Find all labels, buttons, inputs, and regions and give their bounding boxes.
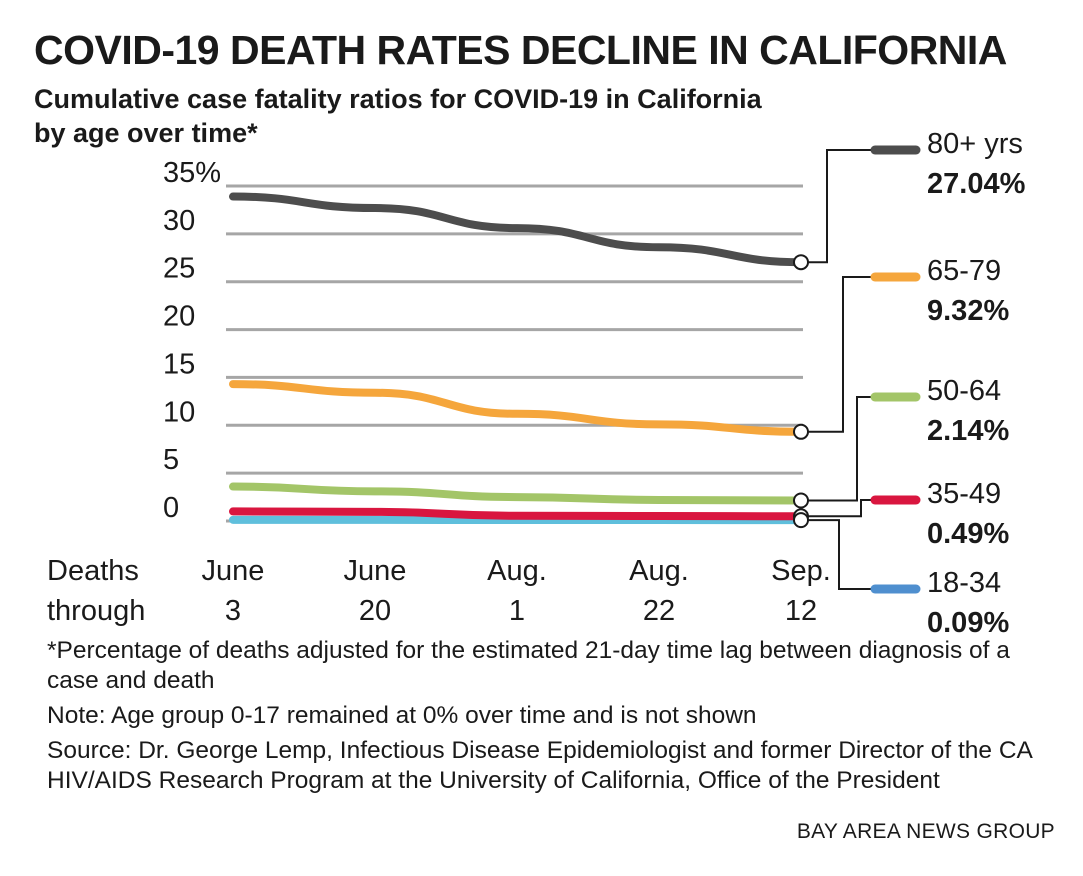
legend-connector	[801, 276, 872, 433]
legend-series-name: 50-64	[927, 375, 1001, 407]
series-line	[229, 507, 805, 521]
legend-series-value: 0.49%	[927, 518, 1009, 550]
y-tick-label: 0	[163, 492, 179, 524]
notes: *Percentage of deaths adjusted for the e…	[47, 636, 1047, 800]
note: Note: Age group 0-17 remained at 0% over…	[47, 702, 757, 729]
legend-connector	[801, 499, 872, 518]
legend-series-value: 27.04%	[927, 168, 1026, 200]
legend-series-name: 80+ yrs	[927, 128, 1023, 160]
chart-subtitle: Cumulative case fatality ratios for COVI…	[34, 84, 762, 148]
y-tick-label: 15	[163, 348, 195, 380]
legend-series-name: 35-49	[927, 478, 1001, 510]
x-tick-label: Aug. 22	[629, 555, 689, 627]
y-tick-label: 10	[163, 396, 195, 428]
series-line	[229, 482, 805, 505]
x-tick-label: June 20	[344, 555, 407, 627]
y-tick-label: 35%	[163, 157, 221, 189]
series-endpoint-marker	[793, 254, 809, 271]
y-tick-label: 5	[163, 444, 179, 476]
series-endpoint-marker	[793, 492, 809, 509]
legend-connector	[801, 149, 872, 264]
legend-series-name: 18-34	[927, 567, 1001, 599]
legend: 80+ yrs 27.04% 65-79 9.32% 50-64 2.14% 35-49 0.…	[870, 128, 1026, 639]
x-axis-label: Deaths through	[47, 555, 145, 627]
gridlines	[226, 184, 803, 523]
y-axis-ticks: 35% 30 25 20 15 10 5 0	[163, 157, 221, 524]
footnote: *Percentage of deaths adjusted for the e…	[47, 637, 1010, 694]
legend-series-name: 65-79	[927, 255, 1001, 287]
line-chart: 35% 30 25 20 15 10 5 0 80+ yrs 27.04% 65-79 9.32% 5…	[47, 128, 1026, 639]
series-endpoint-marker	[793, 512, 809, 529]
series-line	[229, 380, 805, 436]
legend-connector	[801, 519, 872, 590]
y-tick-label: 30	[163, 205, 195, 237]
legend-connectors	[801, 149, 872, 590]
x-axis-ticks: June 3 June 20 Aug. 1 Aug. 22 Sep. 12	[202, 555, 831, 627]
source: Source: Dr. George Lemp, Infectious Dise…	[47, 737, 1032, 794]
legend-connector	[801, 396, 872, 502]
legend-series-value: 9.32%	[927, 295, 1009, 327]
chart-title: COVID-19 DEATH RATES DECLINE IN CALIFORN…	[34, 27, 1007, 73]
x-tick-label: Aug. 1	[487, 555, 547, 627]
y-tick-label: 25	[163, 253, 195, 285]
x-tick-label: Sep. 12	[771, 555, 831, 627]
series-endpoint-marker	[793, 423, 809, 440]
series-line	[229, 192, 805, 267]
series-endpoints	[793, 254, 809, 529]
credit: BAY AREA NEWS GROUP	[796, 820, 1055, 843]
series-lines	[229, 192, 805, 525]
legend-series-value: 2.14%	[927, 415, 1009, 447]
legend-series-value: 0.09%	[927, 607, 1009, 639]
x-tick-label: June 3	[202, 555, 265, 627]
y-tick-label: 20	[163, 301, 195, 333]
